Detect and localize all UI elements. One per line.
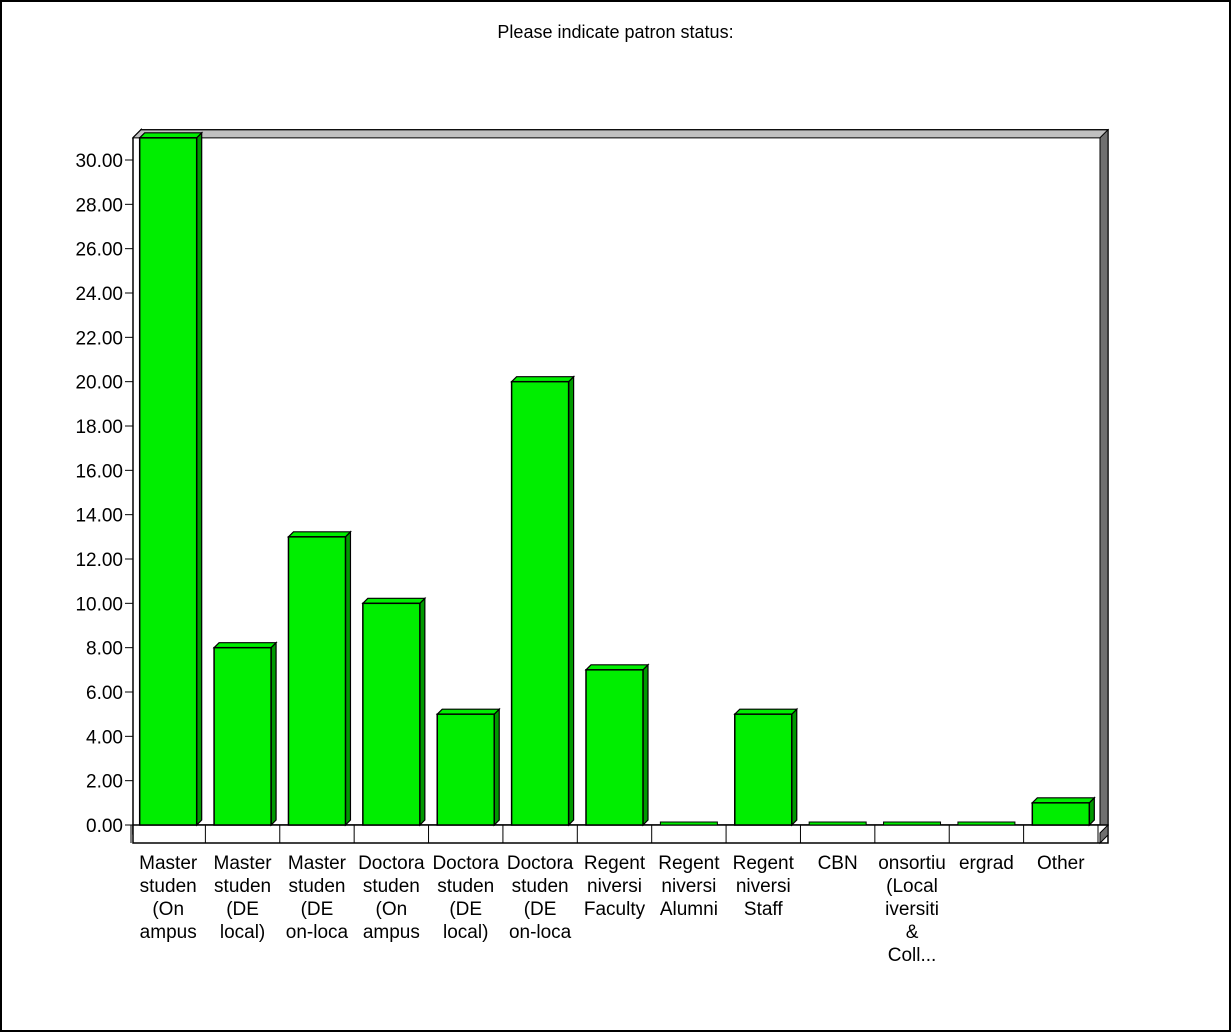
y-tick-label: 12.00	[75, 550, 123, 571]
bar	[659, 821, 718, 826]
x-tick-label: studen	[214, 876, 271, 897]
x-tick-label: Other	[1037, 853, 1085, 874]
right-wall	[1099, 128, 1109, 835]
y-tick-label: 0.00	[86, 816, 123, 837]
bar-group	[361, 596, 427, 827]
x-tick-label: Master	[214, 853, 273, 874]
bar-group	[883, 821, 942, 826]
bar	[883, 821, 942, 826]
bar	[1031, 802, 1091, 826]
x-tick-label: (On	[152, 899, 184, 920]
bar-group	[212, 641, 278, 827]
chart-title: Please indicate patron status:	[497, 22, 734, 42]
x-tick-label: Doctora	[432, 853, 499, 874]
bar-top	[138, 132, 204, 139]
x-tick-label: (DE	[301, 899, 334, 920]
y-tick-label: 6.00	[86, 683, 123, 704]
x-tick-label: local)	[443, 922, 488, 943]
bar	[585, 669, 644, 826]
y-tick-label: 28.00	[75, 195, 123, 216]
x-tick-label: ergrad	[959, 853, 1014, 874]
x-tick-label: (On	[376, 899, 408, 920]
x-tick-label: iversiti	[885, 899, 939, 920]
x-tick-label: Regent	[584, 853, 646, 874]
bar-group	[510, 375, 576, 827]
x-tick-label: Coll...	[888, 945, 937, 966]
bar-group	[808, 821, 867, 826]
x-tick-label: Doctora	[358, 853, 425, 874]
x-tick-label: on-loca	[509, 922, 572, 943]
bar-group	[584, 663, 650, 827]
x-tick-label: (Local	[886, 876, 938, 897]
bar-group	[1030, 796, 1096, 827]
bar-group	[138, 131, 204, 827]
y-tick-label: 16.00	[75, 461, 123, 482]
x-tick-label: niversi	[661, 876, 716, 897]
y-axis: 0.00 2.00 4.00 6.00 8.00 10.00 12.00 14.00 16.00…	[75, 151, 133, 837]
y-tick-label: 10.00	[75, 594, 123, 615]
bar-side	[270, 641, 277, 827]
bar-top	[212, 642, 278, 649]
x-tick-label: on-loca	[286, 922, 349, 943]
x-tick-label: (DE	[449, 899, 482, 920]
bar	[213, 646, 272, 826]
bar-group	[659, 821, 718, 826]
bar-top	[733, 708, 799, 715]
x-tick-label: Regent	[733, 853, 795, 874]
bar	[287, 536, 347, 826]
x-tick-label: Regent	[658, 853, 720, 874]
x-tick-label: Master	[139, 853, 198, 874]
bar	[734, 713, 793, 826]
x-tick-label: studen	[288, 876, 345, 897]
x-tick-label: (DE	[226, 899, 259, 920]
bars	[138, 131, 1096, 827]
y-tick-label: 30.00	[75, 151, 123, 172]
x-tick-label: niversi	[587, 876, 642, 897]
y-tick-label: 26.00	[75, 240, 123, 261]
bar	[957, 821, 1016, 826]
x-axis: Masterstuden(OnampusMasterstuden(DElocal…	[130, 825, 1099, 966]
y-tick-label: 14.00	[75, 506, 123, 527]
x-tick-label: studen	[140, 876, 197, 897]
bar-group	[435, 707, 501, 827]
x-tick-label: (DE	[524, 899, 557, 920]
x-tick-label: studen	[437, 876, 494, 897]
y-tick-label: 8.00	[86, 639, 123, 660]
x-tick-label: Alumni	[660, 899, 718, 920]
x-tick-label: Faculty	[584, 899, 646, 920]
x-tick-label: local)	[220, 922, 265, 943]
bar	[436, 713, 495, 826]
x-tick-label: studen	[363, 876, 420, 897]
y-tick-label: 4.00	[86, 727, 123, 748]
y-tick-label: 22.00	[75, 328, 123, 349]
bar-top	[435, 708, 501, 715]
top-wall	[131, 129, 1110, 139]
x-tick-label: &	[906, 922, 919, 943]
y-tick-label: 24.00	[75, 284, 123, 305]
x-tick-label: Doctora	[507, 853, 574, 874]
x-tick-label: CBN	[818, 853, 858, 874]
y-tick-label: 20.00	[75, 373, 123, 394]
y-tick-label: 2.00	[86, 772, 123, 793]
x-tick-label: studen	[512, 876, 569, 897]
bar	[138, 137, 198, 826]
floor	[132, 824, 1109, 844]
bar	[510, 380, 570, 826]
x-tick-label: ampus	[140, 922, 197, 943]
x-tick-label: niversi	[736, 876, 791, 897]
x-tick-label: Staff	[744, 899, 783, 920]
bar-group	[733, 707, 799, 827]
y-tick-label: 18.00	[75, 417, 123, 438]
x-tick-label: onsortiu	[878, 853, 946, 874]
bar	[808, 821, 867, 826]
bar	[362, 602, 421, 826]
bar-group	[287, 530, 352, 827]
x-tick-label: ampus	[363, 922, 420, 943]
x-tick-label: Master	[288, 853, 347, 874]
floor-cap	[1099, 823, 1109, 845]
bar-group	[957, 821, 1016, 826]
